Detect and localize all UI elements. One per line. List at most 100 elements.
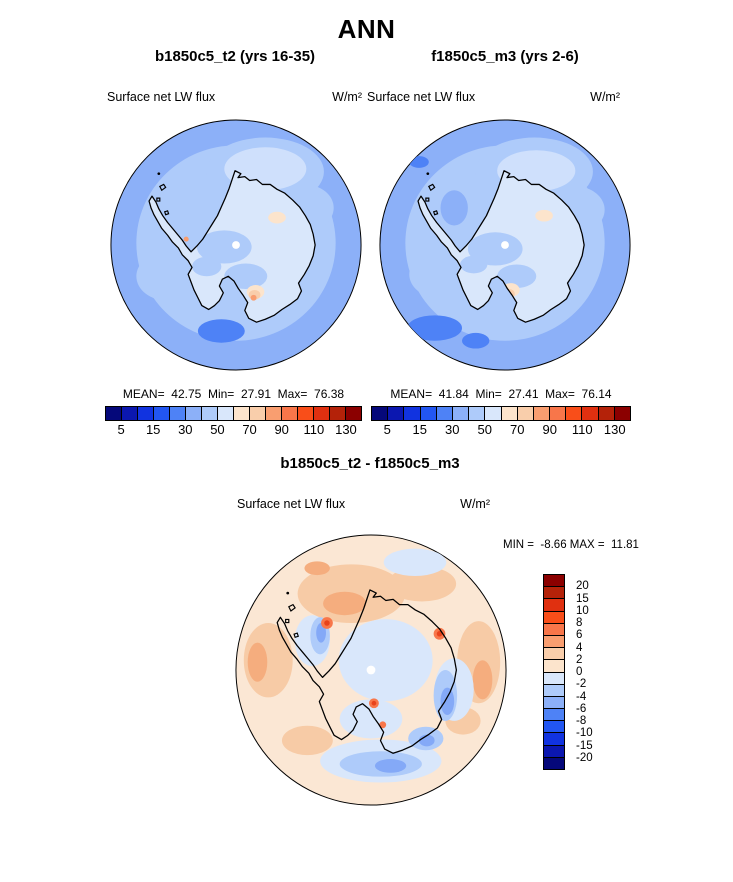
colorbar-cell: [582, 407, 599, 420]
colorbar-case: [105, 406, 362, 421]
colorbar-ticks-case: 5 15 30 50 70 90 110 130: [105, 422, 362, 438]
variable-label-case: Surface net LW flux: [107, 90, 216, 104]
colorbar-tick-label: -10: [576, 727, 593, 740]
colorbar-tick-label: -15: [576, 739, 593, 752]
units-label-control: W/m²: [590, 90, 620, 104]
colorbar-cell: [404, 407, 421, 420]
colorbar-cell: [234, 407, 250, 420]
colorbar-cell: [544, 587, 564, 600]
colorbar-cell: [566, 407, 583, 420]
stats-control: MEAN= 41.84 Min= 27.41 Max= 76.14: [390, 387, 612, 401]
polar-map-case: [110, 119, 362, 371]
colorbar-cell: [250, 407, 266, 420]
colorbar-tick-label: 90: [274, 422, 289, 437]
pole-dot: [501, 241, 509, 249]
colorbar-cell: [170, 407, 186, 420]
colorbar-cell: [544, 599, 564, 612]
colorbar-cell: [544, 757, 564, 769]
colorbar-cell: [544, 611, 564, 624]
colorbar-cell: [550, 407, 567, 420]
colorbar-tick-label: 30: [445, 422, 460, 437]
page-title: ANN: [337, 14, 396, 44]
units-label-case: W/m²: [332, 90, 362, 104]
field-row-control: Surface net LW flux W/m²: [367, 90, 620, 104]
polar-map-control: [379, 119, 631, 371]
colorbar-tick-label: 2: [576, 653, 583, 666]
variable-label-diff: Surface net LW flux: [237, 497, 346, 511]
islands: [425, 183, 439, 216]
colorbar-cell: [218, 407, 234, 420]
colorbar-cell: [138, 407, 154, 420]
islands: [156, 183, 170, 216]
colorbar-tick-label: 20: [576, 580, 589, 593]
colorbar-cell: [186, 407, 202, 420]
diff-colorbar: [543, 574, 565, 770]
colorbar-cell: [544, 660, 564, 673]
pole-dot: [366, 665, 376, 675]
colorbar-cell: [544, 635, 564, 649]
continent-outline: [417, 170, 585, 323]
colorbar-cell: [388, 407, 405, 420]
colorbar-cell: [614, 407, 630, 420]
neg-diff-core: [316, 623, 326, 643]
colorbar-control: [371, 406, 631, 421]
colorbar-tick-label: -6: [576, 702, 587, 715]
colorbar-cell: [106, 407, 122, 420]
colorbar-cell: [517, 407, 534, 420]
cold-ocean-patch: [407, 315, 463, 341]
colorbar-cell: [533, 407, 551, 420]
colorbar-cell: [420, 407, 437, 420]
colorbar-tick-label: 70: [510, 422, 525, 437]
islands: [285, 603, 300, 639]
colorbar-ticks-control: 5 15 30 50 70 90 110 130: [371, 422, 631, 438]
colorbar-cell: [544, 721, 564, 734]
colorbar-tick-label: 130: [335, 422, 357, 437]
colorbar-cell: [544, 745, 564, 758]
diff-colorbar-ticks: 20 15 10 8 6 4 2 0 -2 -4 -6 -8 -10 -15 -20: [570, 574, 604, 770]
stats-case: MEAN= 42.75 Min= 27.91 Max= 76.38: [122, 387, 345, 401]
diff-minmax: MIN = -8.66 MAX = 11.81: [503, 539, 639, 551]
neg-diff-pale: [338, 619, 433, 702]
colorbar-cell: [346, 407, 361, 420]
warm-spot: [268, 211, 286, 224]
colorbar-cell: [266, 407, 282, 420]
colorbar-tick-label: 4: [576, 641, 583, 654]
colorbar-tick-label: -20: [576, 751, 593, 764]
colorbar-cell: [372, 407, 389, 420]
colorbar-cell: [436, 407, 453, 420]
colorbar-cell: [282, 407, 298, 420]
colorbar-cell: [314, 407, 330, 420]
colorbar-tick-label: 5: [383, 422, 391, 437]
colorbar-cell: [469, 407, 486, 420]
variable-label-control: Surface net LW flux: [367, 90, 476, 104]
colorbar-tick-label: -4: [576, 690, 587, 703]
colorbar-tick-label: 0: [576, 666, 583, 678]
cold-ocean-patch: [197, 319, 245, 343]
colorbar-tick-label: 5: [117, 422, 125, 437]
colorbar-tick-label: 110: [571, 422, 593, 437]
colorbar-cell: [544, 709, 564, 722]
colorbar-cell: [544, 733, 564, 746]
colorbar-cell: [122, 407, 138, 420]
colorbar-tick-label: -8: [576, 715, 587, 727]
colorbar-cell: [598, 407, 615, 420]
colorbar-cell: [544, 575, 564, 588]
colorbar-cell: [544, 684, 564, 697]
colorbar-cell: [452, 407, 470, 420]
colorbar-tick-label: 8: [576, 617, 583, 629]
colorbar-tick-label: 6: [576, 629, 583, 642]
colorbar-cell: [298, 407, 314, 420]
field-row-case: Surface net LW flux W/m²: [107, 90, 362, 104]
colorbar-cell: [330, 407, 346, 420]
warm-dot: [250, 294, 257, 301]
colorbar-cell: [485, 407, 502, 420]
pos-diff-core: [323, 591, 367, 616]
colorbar-tick-label: 50: [477, 422, 492, 437]
colorbar-cell: [501, 407, 518, 420]
continent-outline: [148, 170, 316, 323]
colorbar-tick-label: 30: [178, 422, 193, 437]
warm-spot: [535, 209, 553, 222]
colorbar-tick-label: 15: [412, 422, 427, 437]
colorbar-tick-label: 15: [576, 592, 589, 605]
